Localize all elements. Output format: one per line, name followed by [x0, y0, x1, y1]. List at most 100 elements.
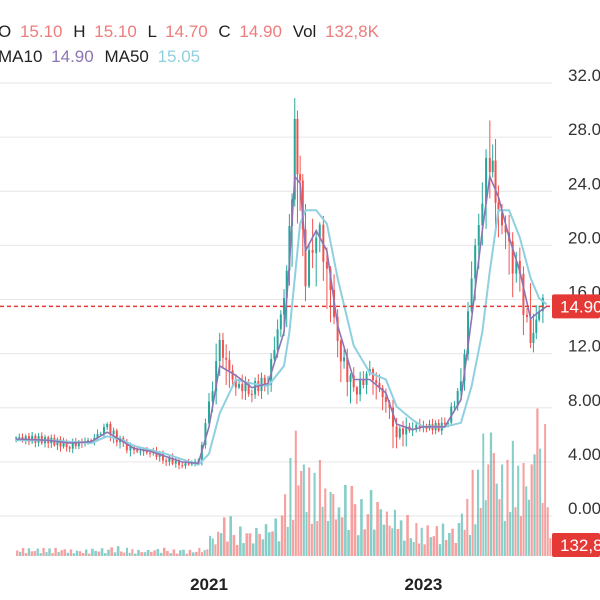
candle-body [149, 452, 152, 454]
volume-bar [429, 537, 432, 556]
volume-bar [198, 547, 201, 556]
candle-body [238, 384, 241, 388]
candle-body [395, 426, 398, 438]
low-label: L [147, 22, 157, 41]
volume-bar [128, 552, 131, 556]
volume-bar [308, 467, 311, 556]
volume-bar [297, 485, 300, 556]
low-value: 14.70 [165, 22, 208, 41]
volume-bar [286, 526, 289, 556]
volume-bar [438, 544, 442, 556]
volume-bar [131, 549, 134, 556]
volume-bar [525, 486, 528, 556]
volume-bar [274, 518, 278, 556]
volume-bar [474, 524, 477, 556]
ma10-line [16, 173, 548, 465]
volume-bar [169, 553, 172, 556]
volume-tag: 132,8K [552, 533, 600, 557]
volume-bar [506, 459, 509, 556]
volume-bar [280, 515, 284, 556]
candle-body [308, 249, 311, 287]
volume-bar [137, 549, 140, 556]
volume-bar [451, 528, 454, 556]
volume-tag-box [552, 533, 600, 557]
x-tick-label: 2023 [404, 575, 442, 594]
volume-bar [482, 433, 485, 556]
volume-bar [353, 504, 357, 556]
volume-bar [248, 533, 252, 556]
candle-body [109, 423, 112, 435]
candle-body [247, 382, 250, 395]
candle-body [535, 319, 538, 333]
open-label: O [0, 22, 12, 41]
candle-body [525, 314, 528, 318]
candle-body [225, 357, 228, 360]
candle-body [228, 359, 231, 371]
volume-bar [42, 547, 45, 556]
candle-body [190, 463, 193, 465]
candle-body [304, 229, 307, 287]
volume-bar [326, 520, 329, 556]
volume-bar [536, 408, 539, 556]
candle-body [187, 463, 190, 465]
volume-bar [255, 527, 258, 556]
volume-bar [195, 551, 198, 556]
volume-bar [143, 552, 147, 556]
volume-bar [235, 544, 239, 556]
volume-bar [379, 509, 383, 556]
candle-body [139, 451, 142, 453]
volume-bar [30, 551, 34, 556]
volume-bar [409, 538, 413, 556]
candle-body [336, 317, 339, 341]
volume-bar [415, 523, 418, 556]
candle-body [529, 317, 532, 343]
high-label: H [73, 22, 86, 41]
volume-bar [369, 490, 373, 556]
candle-body [538, 311, 541, 320]
volume-bar [97, 551, 101, 556]
volume-bar [514, 507, 517, 556]
candle-body [494, 160, 497, 203]
volume-bar [503, 521, 506, 556]
volume-bar [271, 531, 274, 556]
candle-body [541, 297, 544, 312]
ma-legend: MA10 14.90 MA50 15.05 [0, 47, 200, 67]
volume-bar [159, 552, 163, 556]
candle-body [418, 424, 421, 428]
candle-body [115, 430, 118, 443]
volume-bar [509, 512, 512, 556]
volume-label: Vol [292, 22, 317, 41]
y-axis-labels: 32.0028.0024.0020.0016.0012.008.004.000.… [568, 66, 600, 518]
candle-body [477, 225, 480, 246]
volume-bar [289, 458, 292, 556]
candle-body [405, 426, 408, 435]
volume-bar [519, 516, 522, 556]
volume-bar [110, 547, 114, 556]
candle-body [504, 225, 507, 233]
volume-bar [541, 502, 544, 556]
volume-bar [48, 548, 51, 556]
volume-bar [310, 523, 313, 556]
candle-body [71, 442, 74, 449]
candle-body [215, 361, 218, 392]
candle-body [384, 397, 387, 403]
volume-bar [316, 521, 319, 556]
candle-body [68, 447, 71, 449]
candle-body [125, 442, 128, 451]
candle-body [488, 157, 491, 173]
volume-bars [16, 408, 552, 556]
volume-bar [63, 549, 67, 556]
candle-body [285, 270, 288, 299]
candle-body [106, 423, 109, 428]
volume-bar [16, 550, 19, 556]
candle-body [343, 357, 346, 362]
volume-bar [239, 526, 242, 556]
candle-body [234, 379, 237, 388]
open-value: 15.10 [19, 22, 63, 41]
candle-body [459, 381, 462, 392]
candle-body [398, 428, 401, 438]
volume-bar [172, 549, 176, 556]
volume-bar [209, 535, 212, 556]
volume-bar [344, 484, 347, 556]
